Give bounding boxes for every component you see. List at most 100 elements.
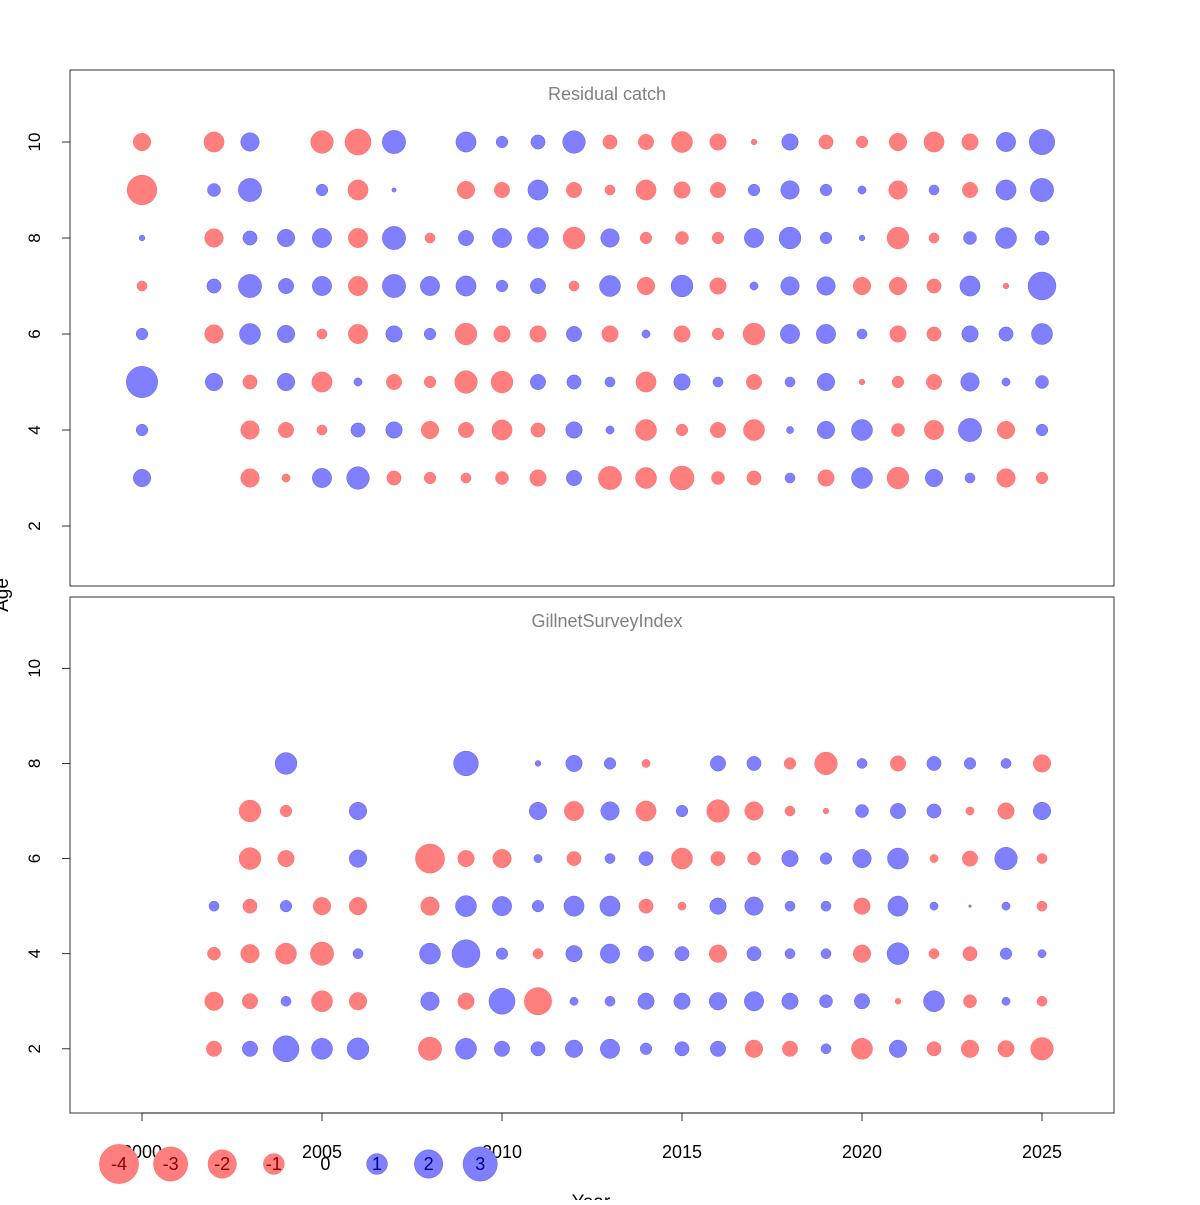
positive-residual-bubble: [958, 418, 982, 442]
positive-residual-bubble: [851, 467, 873, 489]
y-tick-label: 2: [25, 521, 44, 530]
positive-residual-bubble: [1035, 423, 1049, 437]
positive-residual-bubble: [494, 1040, 510, 1057]
negative-residual-bubble: [710, 422, 726, 438]
positive-residual-bubble: [929, 901, 939, 911]
legend-bubble: [99, 1144, 139, 1184]
negative-residual-bubble: [889, 277, 907, 295]
positive-residual-bubble: [961, 325, 979, 343]
positive-residual-bubble: [562, 130, 586, 154]
positive-residual-bubble: [565, 1039, 583, 1058]
positive-residual-bubble: [382, 226, 406, 250]
positive-residual-bubble: [495, 279, 509, 293]
negative-residual-bubble: [677, 901, 687, 911]
positive-residual-bubble: [279, 900, 293, 913]
positive-residual-bubble: [995, 179, 1017, 201]
positive-residual-bubble: [240, 132, 260, 152]
negative-residual-bubble: [891, 423, 905, 437]
negative-residual-bubble: [240, 468, 260, 488]
positive-residual-bubble: [747, 183, 761, 197]
positive-residual-bubble: [854, 993, 870, 1010]
negative-residual-bubble: [853, 944, 871, 963]
negative-residual-bubble: [742, 322, 766, 346]
positive-residual-bubble: [856, 758, 868, 769]
negative-residual-bubble: [313, 897, 331, 916]
positive-residual-bubble: [242, 1040, 258, 1057]
negative-residual-bubble: [637, 277, 655, 295]
legend-label: 0: [320, 1154, 330, 1174]
positive-residual-bubble: [533, 854, 543, 863]
negative-residual-bubble: [675, 231, 689, 245]
positive-residual-bubble: [1031, 323, 1053, 345]
negative-residual-bubble: [889, 133, 907, 151]
y-tick-label: 4: [25, 425, 44, 434]
negative-residual-bubble: [415, 843, 445, 874]
negative-residual-bubble: [928, 948, 940, 959]
negative-residual-bubble: [635, 179, 657, 201]
negative-residual-bubble: [711, 327, 725, 341]
negative-residual-bubble: [965, 806, 975, 816]
negative-residual-bubble: [888, 180, 908, 200]
positive-residual-bubble: [534, 760, 542, 767]
positive-residual-bubble: [382, 274, 406, 298]
positive-residual-bubble: [778, 226, 802, 250]
positive-residual-bubble: [1034, 230, 1050, 246]
positive-residual-bubble: [858, 234, 866, 242]
negative-residual-bubble: [745, 1039, 763, 1058]
x-tick-label: 2020: [842, 1142, 882, 1162]
positive-residual-bubble: [600, 228, 620, 248]
negative-residual-bubble: [889, 325, 907, 343]
positive-residual-bubble: [1033, 802, 1051, 820]
positive-residual-bubble: [531, 900, 545, 913]
positive-residual-bubble: [994, 847, 1018, 871]
positive-residual-bubble: [781, 992, 799, 1010]
positive-residual-bubble: [346, 1037, 370, 1060]
negative-residual-bubble: [203, 131, 225, 153]
negative-residual-bubble: [744, 801, 764, 821]
negative-residual-bubble: [564, 801, 584, 821]
positive-residual-bubble: [492, 896, 512, 917]
positive-residual-bubble: [349, 802, 367, 820]
negative-residual-bubble: [858, 378, 866, 386]
negative-residual-bubble: [997, 421, 1015, 439]
negative-residual-bubble: [926, 326, 942, 342]
positive-residual-bubble: [926, 756, 942, 771]
positive-residual-bubble: [420, 991, 440, 1011]
positive-residual-bubble: [277, 325, 295, 343]
positive-residual-bubble: [1029, 129, 1055, 155]
negative-residual-bubble: [278, 422, 294, 438]
negative-residual-bubble: [279, 804, 293, 818]
positive-residual-bubble: [138, 234, 146, 242]
negative-residual-bubble: [136, 280, 148, 292]
negative-residual-bubble: [424, 232, 436, 244]
negative-residual-bubble: [961, 1039, 979, 1058]
positive-residual-bubble: [999, 947, 1013, 960]
positive-residual-bubble: [925, 469, 943, 487]
negative-residual-bubble: [494, 182, 510, 198]
bubbles: [126, 128, 1057, 491]
positive-residual-bubble: [968, 904, 972, 908]
positive-residual-bubble: [744, 991, 764, 1012]
positive-residual-bubble: [492, 228, 512, 248]
negative-residual-bubble: [747, 851, 761, 866]
positive-residual-bubble: [673, 992, 691, 1010]
positive-residual-bubble: [963, 231, 977, 245]
negative-residual-bubble: [348, 276, 368, 296]
positive-residual-bubble: [605, 425, 615, 435]
negative-residual-bubble: [457, 181, 475, 199]
positive-residual-bubble: [784, 376, 796, 388]
negative-residual-bubble: [750, 138, 758, 146]
positive-residual-bubble: [709, 992, 727, 1011]
negative-residual-bubble: [601, 325, 619, 343]
negative-residual-bubble: [529, 469, 547, 487]
negative-residual-bubble: [962, 850, 978, 867]
negative-residual-bubble: [386, 470, 402, 486]
negative-residual-bubble: [349, 897, 367, 916]
positive-residual-bubble: [712, 376, 724, 388]
negative-residual-bubble: [1030, 1037, 1054, 1061]
negative-residual-bubble: [348, 228, 368, 248]
positive-residual-bubble: [569, 996, 579, 1006]
negative-residual-bubble: [316, 328, 328, 340]
negative-residual-bubble: [242, 374, 258, 390]
